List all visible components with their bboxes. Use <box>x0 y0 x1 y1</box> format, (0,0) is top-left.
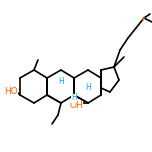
Text: H: H <box>85 83 91 92</box>
Text: H: H <box>58 78 64 86</box>
Text: H: H <box>71 93 77 102</box>
Text: OH: OH <box>69 102 83 111</box>
Text: HO: HO <box>4 86 18 95</box>
